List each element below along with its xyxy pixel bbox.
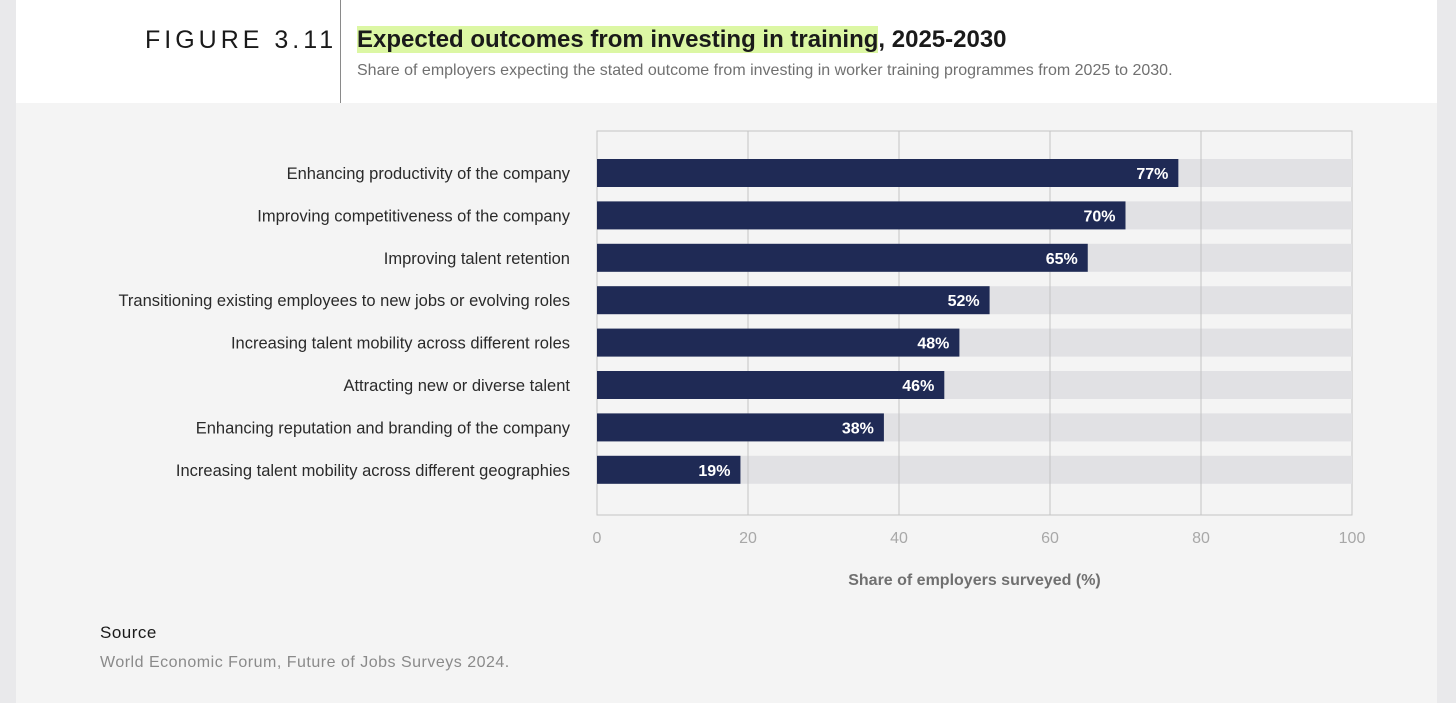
bar-value-label: 65%: [1046, 251, 1078, 268]
bar-value-label: 38%: [842, 420, 874, 437]
x-tick-label: 60: [1041, 530, 1059, 547]
category-label: Transitioning existing employees to new …: [118, 292, 570, 310]
bar-value-label: 70%: [1083, 208, 1115, 225]
bar: [597, 328, 960, 357]
x-tick-label: 80: [1192, 530, 1210, 547]
bar-chart: 77% Enhancing productivity of the company…: [118, 130, 1366, 589]
bar: [597, 371, 945, 399]
plot-frame: [596, 130, 1353, 516]
x-tick-label: 100: [1339, 530, 1366, 547]
x-tick-label: 0: [593, 530, 602, 547]
source-heading: Source: [100, 623, 157, 642]
title-highlight: Expected outcomes from investing in trai…: [357, 26, 879, 53]
chart-subtitle: Share of employers expecting the stated …: [357, 62, 1173, 79]
bar: [597, 159, 1179, 187]
category-label: Attracting new or diverse talent: [343, 377, 570, 395]
bar: [597, 243, 1088, 272]
title-rest: , 2025-2030: [878, 26, 1007, 53]
figure-card: FIGURE 3.11 Expected outcomes from inves…: [16, 0, 1437, 703]
source-text: World Economic Forum, Future of Jobs Sur…: [100, 654, 510, 671]
chart-title: Expected outcomes from investing in trai…: [357, 26, 1007, 54]
x-axis-title: Share of employers surveyed (%): [848, 572, 1101, 589]
figure-number: FIGURE 3.11: [145, 26, 338, 54]
bar: [597, 201, 1126, 230]
bar: [597, 413, 884, 442]
bar-value-label: 77%: [1136, 166, 1168, 183]
category-label: Improving talent retention: [384, 250, 570, 268]
bar-value-label: 48%: [917, 336, 949, 353]
figure-header: FIGURE 3.11 Expected outcomes from inves…: [16, 0, 1437, 103]
bar: [597, 455, 741, 484]
category-label: Increasing talent mobility across differ…: [176, 462, 570, 480]
category-label: Increasing talent mobility across differ…: [231, 335, 570, 353]
bar-value-label: 19%: [698, 463, 730, 480]
category-label: Improving competitiveness of the company: [257, 207, 570, 225]
x-tick-label: 40: [890, 530, 908, 547]
bar: [597, 286, 990, 315]
bar-value-label: 52%: [948, 293, 980, 310]
category-label: Enhancing reputation and branding of the…: [196, 419, 571, 437]
x-tick-label: 20: [739, 530, 757, 547]
bar-value-label: 46%: [902, 378, 934, 395]
category-label: Enhancing productivity of the company: [287, 165, 571, 183]
header-divider: [340, 0, 341, 103]
